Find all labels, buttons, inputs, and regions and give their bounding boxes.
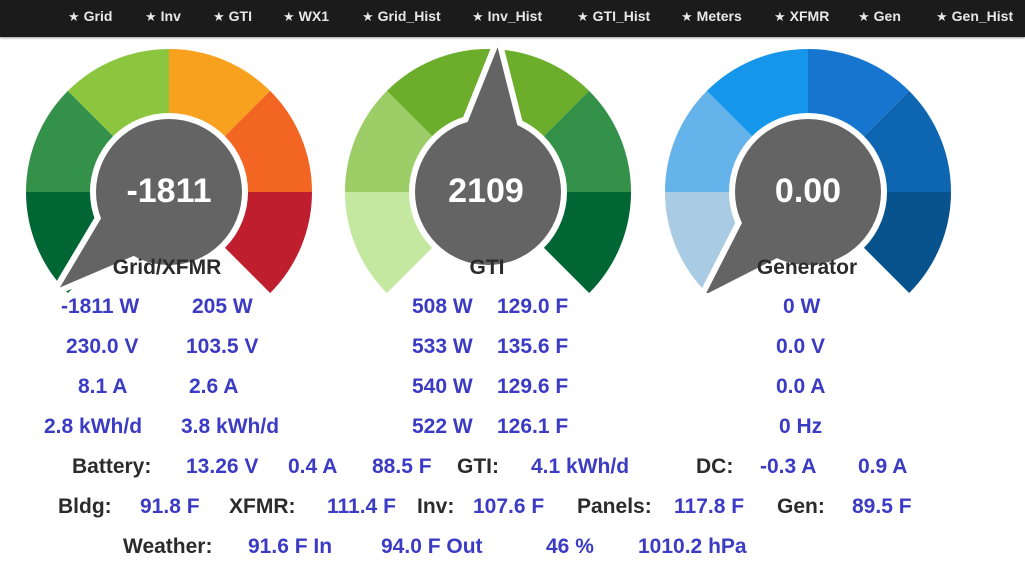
gti-power-1: 508 W <box>412 295 473 318</box>
inv-temp-label: Inv: <box>417 495 455 518</box>
battery-temp: 88.5 F <box>372 455 432 478</box>
gti-energy-label: GTI: <box>457 455 499 478</box>
generator-gauge-title: Generator <box>756 256 858 279</box>
dc-label: DC: <box>696 455 734 478</box>
nav-item-gen-hist[interactable]: ★ Gen_Hist <box>936 8 1014 24</box>
grid-gauge-hub <box>96 119 242 265</box>
gti-temp-2: 135.6 F <box>497 335 569 358</box>
bldg-temp: 91.8 F <box>140 495 200 518</box>
battery-voltage: 13.26 V <box>186 455 259 478</box>
gauges-panel <box>26 41 951 293</box>
gti-temp-3: 129.6 F <box>497 375 569 398</box>
star-icon: ★ <box>213 9 225 24</box>
grid-gauge-title: Grid/XFMR <box>112 256 222 279</box>
gen-voltage: 0.0 V <box>776 335 826 358</box>
xfmr-power: 205 W <box>192 295 253 318</box>
xfmr-temp-label: XFMR: <box>229 495 296 518</box>
xfmr-current: 2.6 A <box>189 375 239 398</box>
star-icon: ★ <box>362 9 374 24</box>
grid-power: -1811 W <box>61 295 140 318</box>
panels-temp-label: Panels: <box>577 495 652 518</box>
gti-energy: 4.1 kWh/d <box>531 455 630 478</box>
gti-gauge-value: 2109 <box>448 172 524 210</box>
nav-item-grid[interactable]: ★ Grid <box>68 8 113 24</box>
generator-gauge <box>665 49 951 293</box>
nav-item-meters[interactable]: ★ Meters <box>681 8 742 24</box>
weather-label: Weather: <box>123 535 213 558</box>
top-navbar: ★ Grid ★ Inv ★ GTI ★ WX1 ★ Grid_Hist ★ Inv_His… <box>0 0 1025 37</box>
battery-current: 0.4 A <box>288 455 338 478</box>
star-icon: ★ <box>577 9 589 24</box>
nav-item-gti-hist[interactable]: ★ GTI_Hist <box>577 8 651 24</box>
weather-pressure: 1010.2 hPa <box>638 535 747 558</box>
gen-current: 0.0 A <box>776 375 826 398</box>
nav-item-inv[interactable]: ★ Inv <box>145 8 181 24</box>
panels-temp: 117.8 F <box>674 495 745 518</box>
gen-frequency: 0 Hz <box>779 415 823 438</box>
gen-temp: 89.5 F <box>852 495 912 518</box>
gti-gauge <box>345 41 631 293</box>
nav-item-inv-hist[interactable]: ★ Inv_Hist <box>472 8 543 24</box>
nav-item-gti[interactable]: ★ GTI <box>213 8 252 24</box>
star-icon: ★ <box>283 9 295 24</box>
grid-gauge <box>26 49 312 293</box>
inv-temp: 107.6 F <box>473 495 545 518</box>
grid-current: 8.1 A <box>78 375 128 398</box>
star-icon: ★ <box>936 9 948 24</box>
gen-temp-label: Gen: <box>777 495 825 518</box>
star-icon: ★ <box>68 9 80 24</box>
gti-power-2: 533 W <box>412 335 473 358</box>
nav-item-wx1[interactable]: ★ WX1 <box>283 8 329 24</box>
weather-temp-out: 94.0 F Out <box>381 535 483 558</box>
bldg-label: Bldg: <box>58 495 112 518</box>
generator-gauge-value: 0.00 <box>774 172 842 210</box>
generator-gauge-hub <box>735 119 881 265</box>
gti-gauge-hub <box>415 119 561 265</box>
xfmr-temp: 111.4 F <box>327 495 396 518</box>
star-icon: ★ <box>858 9 870 24</box>
nav-item-grid-hist[interactable]: ★ Grid_Hist <box>362 8 441 24</box>
grid-energy: 2.8 kWh/d <box>44 415 143 438</box>
dc-current-1: -0.3 A <box>760 455 817 478</box>
xfmr-voltage: 103.5 V <box>186 335 259 358</box>
star-icon: ★ <box>774 9 786 24</box>
gti-power-4: 522 W <box>412 415 473 438</box>
weather-humidity: 46 % <box>546 535 594 558</box>
gti-power-3: 540 W <box>412 375 473 398</box>
battery-label: Battery: <box>72 455 152 478</box>
weather-temp-in: 91.6 F In <box>248 535 333 558</box>
gti-temp-4: 126.1 F <box>497 415 569 438</box>
gti-gauge-title: GTI <box>469 256 505 279</box>
dc-current-2: 0.9 A <box>858 455 908 478</box>
star-icon: ★ <box>681 9 693 24</box>
nav-item-gen[interactable]: ★ Gen <box>858 8 901 24</box>
xfmr-energy: 3.8 kWh/d <box>181 415 280 438</box>
grid-voltage: 230.0 V <box>66 335 139 358</box>
star-icon: ★ <box>472 9 484 24</box>
gti-temp-1: 129.0 F <box>497 295 569 318</box>
nav-item-xfmr[interactable]: ★ XFMR <box>774 8 830 24</box>
gti-gauge-needle <box>464 47 520 133</box>
gen-power: 0 W <box>783 295 821 318</box>
grid-gauge-value: -1811 <box>126 172 212 210</box>
star-icon: ★ <box>145 9 157 24</box>
